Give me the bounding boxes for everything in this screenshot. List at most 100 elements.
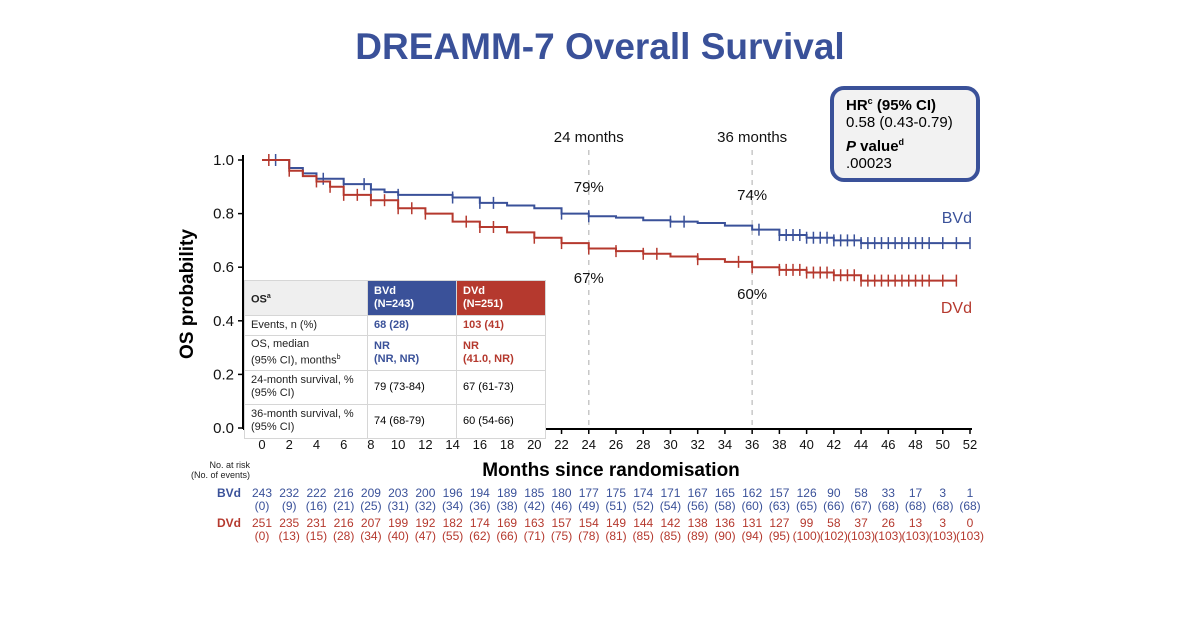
risk-dvd-events: (85) [660, 529, 681, 543]
risk-dvd-events: (47) [415, 529, 436, 543]
risk-bvd-events: (68) [878, 499, 899, 513]
risk-dvd-events: (40) [387, 529, 408, 543]
bvd-36-month-value: 74% [737, 187, 767, 204]
x-tick-label: 50 [936, 437, 950, 452]
risk-dvd-at-risk: 231 [306, 516, 326, 530]
risk-dvd-events: (94) [741, 529, 762, 543]
risk-bvd-at-risk: 177 [579, 486, 599, 500]
risk-dvd-events: (34) [360, 529, 381, 543]
hr-value: 0.58 (0.43-0.79) [846, 114, 953, 131]
x-tick-label: 30 [663, 437, 677, 452]
risk-dvd-at-risk: 199 [388, 516, 408, 530]
risk-dvd-events: (71) [524, 529, 545, 543]
x-tick-label: 10 [391, 437, 405, 452]
y-tick-label: 0.2 [213, 366, 234, 383]
risk-bvd-at-risk: 209 [361, 486, 381, 500]
risk-bvd-events: (65) [796, 499, 817, 513]
risk-dvd-at-risk: 154 [579, 516, 599, 530]
risk-dvd-at-risk: 207 [361, 516, 381, 530]
risk-bvd-events: (34) [442, 499, 463, 513]
risk-dvd-events: (103) [874, 529, 902, 543]
risk-bvd-events: (63) [769, 499, 790, 513]
risk-bvd-at-risk: 185 [524, 486, 544, 500]
x-tick-label: 8 [367, 437, 374, 452]
risk-bvd-at-risk: 165 [715, 486, 735, 500]
x-tick-label: 0 [258, 437, 265, 452]
risk-dvd-at-risk: 99 [800, 516, 814, 530]
y-tick-label: 0.6 [213, 259, 234, 276]
risk-dvd-events: (62) [469, 529, 490, 543]
bvd-curve-label: BVd [942, 210, 972, 227]
risk-bvd-events: (56) [687, 499, 708, 513]
x-tick-label: 22 [554, 437, 568, 452]
os-table-row: OS, median (95% CI), monthsb NR (NR, NR) N… [244, 335, 546, 371]
os-table-row: 36-month survival, % (95% CI) 74 (68-79) … [244, 403, 546, 439]
risk-bvd-events: (36) [469, 499, 490, 513]
annotations: 24 months 36 months 79% 67% 74% 60% BVd DVd [554, 129, 972, 317]
risk-dvd-events: (28) [333, 529, 354, 543]
risk-bvd-events: (60) [741, 499, 762, 513]
risk-dvd-at-risk: 142 [660, 516, 680, 530]
x-tick-label: 6 [340, 437, 347, 452]
risk-dvd-at-risk: 182 [443, 516, 463, 530]
risk-bvd-events: (32) [415, 499, 436, 513]
x-tick-label: 16 [473, 437, 487, 452]
risk-dvd-at-risk: 136 [715, 516, 735, 530]
os-summary-table: OSa BVd (N=243) DVd (N=251) Events, n (%) … [244, 280, 546, 439]
hr-label: HRc (95% CI) [846, 96, 937, 114]
risk-table: BVdDVd243(0)251(0)232(9)235(13)222(16)23… [217, 486, 984, 543]
y-tick-label: 0.0 [213, 420, 234, 437]
x-tick-label: 36 [745, 437, 759, 452]
os-table-header: OSa BVd (N=243) DVd (N=251) [244, 280, 546, 316]
month-24-label: 24 months [554, 129, 624, 146]
x-tick-label: 2 [286, 437, 293, 452]
risk-dvd-events: (13) [279, 529, 300, 543]
risk-dvd-at-risk: 0 [967, 516, 974, 530]
risk-dvd-events: (55) [442, 529, 463, 543]
risk-bvd-events: (0) [255, 499, 270, 513]
x-tick-label: 34 [718, 437, 732, 452]
risk-bvd-events: (46) [551, 499, 572, 513]
os-header-label: OSa [244, 280, 368, 316]
x-tick-label: 44 [854, 437, 868, 452]
risk-dvd-at-risk: 174 [470, 516, 490, 530]
risk-bvd-at-risk: 3 [939, 486, 946, 500]
risk-bvd-events: (21) [333, 499, 354, 513]
risk-bvd-at-risk: 196 [443, 486, 463, 500]
y-tick-label: 1.0 [213, 152, 234, 169]
hazard-ratio-box: HRc (95% CI) 0.58 (0.43-0.79) P valued .… [830, 86, 980, 182]
risk-bvd-at-risk: 189 [497, 486, 517, 500]
risk-bvd-at-risk: 203 [388, 486, 408, 500]
risk-dvd-at-risk: 13 [909, 516, 923, 530]
y-tick-label: 0.4 [213, 313, 234, 330]
x-axis-label: Months since randomisation [482, 460, 740, 481]
risk-dvd-at-risk: 144 [633, 516, 653, 530]
risk-dvd-events: (103) [956, 529, 984, 543]
risk-bvd-at-risk: 162 [742, 486, 762, 500]
x-tick-label: 26 [609, 437, 623, 452]
risk-dvd-events: (100) [793, 529, 821, 543]
risk-dvd-events: (102) [820, 529, 848, 543]
os-table-row: 24-month survival, % (95% CI) 79 (73-84) … [244, 369, 546, 405]
risk-bvd-at-risk: 232 [279, 486, 299, 500]
p-label: P valued [846, 137, 905, 155]
dvd-curve-label: DVd [941, 300, 972, 317]
risk-bvd-at-risk: 17 [909, 486, 923, 500]
risk-dvd-events: (15) [306, 529, 327, 543]
risk-dvd-events: (103) [902, 529, 930, 543]
slide-title: DREAMM-7 Overall Survival [355, 26, 845, 67]
risk-dvd-events: (103) [847, 529, 875, 543]
x-tick-label: 40 [799, 437, 813, 452]
risk-bvd-at-risk: 33 [882, 486, 896, 500]
risk-dvd-at-risk: 3 [939, 516, 946, 530]
risk-dvd-events: (89) [687, 529, 708, 543]
risk-dvd-at-risk: 131 [742, 516, 762, 530]
risk-dvd-events: (0) [255, 529, 270, 543]
risk-dvd-events: (66) [496, 529, 517, 543]
risk-dvd-events: (85) [633, 529, 654, 543]
os-header-dvd: DVd (N=251) [456, 280, 546, 316]
risk-bvd-events: (66) [823, 499, 844, 513]
risk-bvd-events: (16) [306, 499, 327, 513]
risk-dvd-events: (103) [929, 529, 957, 543]
